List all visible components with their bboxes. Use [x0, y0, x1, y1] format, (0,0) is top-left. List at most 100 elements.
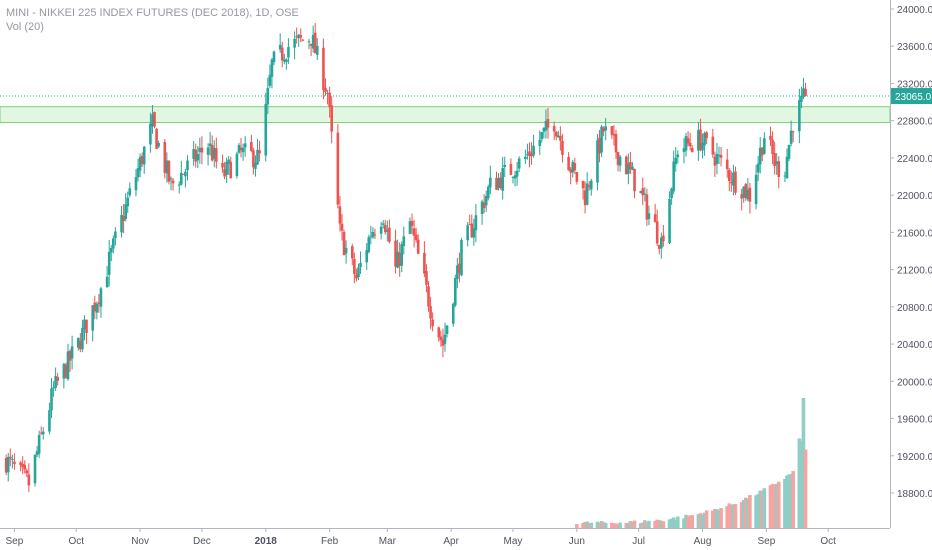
- candle-body: [775, 161, 778, 165]
- candle-body: [313, 32, 317, 54]
- volume-bar: [684, 514, 688, 528]
- candle-body: [13, 461, 16, 465]
- candle: [54, 367, 57, 391]
- candle: [200, 136, 204, 165]
- candle-body: [66, 351, 70, 380]
- candle: [365, 243, 369, 271]
- candle: [443, 322, 447, 352]
- volume-bar: [690, 515, 695, 528]
- candle: [336, 124, 340, 209]
- candle: [470, 214, 474, 239]
- candle-body: [614, 133, 618, 153]
- candle: [278, 33, 282, 53]
- volume-bar: [653, 520, 657, 528]
- candle-body: [530, 153, 533, 157]
- candle-body: [241, 147, 245, 153]
- candle-body: [83, 319, 86, 330]
- candle-body: [342, 232, 346, 256]
- candle-body: [70, 346, 74, 359]
- candle-body: [186, 160, 189, 171]
- resistance-zone: [0, 106, 891, 124]
- candle-body: [748, 187, 752, 202]
- candle-body: [585, 183, 589, 205]
- candle: [400, 241, 404, 273]
- candle: [569, 167, 572, 185]
- candle-body: [787, 144, 791, 159]
- candle: [802, 77, 805, 99]
- candle: [431, 312, 434, 332]
- candle: [703, 131, 706, 156]
- candle: [27, 463, 31, 493]
- candle-body: [227, 159, 230, 164]
- candle: [647, 205, 651, 226]
- candle-body: [744, 184, 748, 199]
- volume-bar: [768, 485, 773, 528]
- volume-bar: [575, 524, 579, 528]
- volume-bar: [626, 522, 631, 528]
- candle-body: [258, 150, 261, 154]
- candle: [367, 234, 371, 254]
- volume-bar: [589, 522, 594, 528]
- candle-body: [785, 156, 789, 179]
- candle: [105, 266, 109, 288]
- y-tick-label: 20000.0: [897, 377, 932, 388]
- candle-body: [460, 240, 463, 276]
- volume-bars: [575, 398, 808, 528]
- candle-body: [429, 306, 432, 319]
- volume-bar: [741, 499, 746, 528]
- candle-body: [225, 161, 228, 175]
- candle: [643, 186, 647, 202]
- volume-bar: [647, 520, 651, 528]
- candle-body: [285, 59, 288, 63]
- candle-body: [655, 221, 659, 244]
- candle: [744, 182, 748, 201]
- candle-body: [713, 156, 717, 166]
- candle-body: [480, 201, 484, 215]
- candle-body: [439, 336, 443, 341]
- candle: [587, 180, 591, 191]
- candle: [163, 139, 167, 179]
- candle: [140, 152, 144, 167]
- candle: [186, 155, 189, 181]
- last-price-badge: [891, 88, 932, 105]
- volume-bar: [698, 513, 703, 528]
- candle: [227, 155, 230, 176]
- candle-body: [27, 474, 31, 486]
- candle-body: [379, 226, 383, 234]
- candle: [653, 203, 657, 223]
- candle: [460, 237, 463, 276]
- volume-bar: [760, 490, 765, 528]
- candle-body: [725, 159, 729, 170]
- volume-bar: [704, 510, 709, 528]
- candle: [344, 240, 348, 264]
- candle: [52, 381, 55, 397]
- candle-body: [596, 140, 599, 183]
- candle: [662, 225, 665, 247]
- candle: [725, 148, 729, 178]
- candle-body: [64, 364, 68, 378]
- candle-body: [107, 251, 111, 275]
- candle-body: [653, 214, 657, 223]
- candle: [581, 180, 585, 200]
- volume-bar: [655, 519, 659, 528]
- candle: [23, 460, 27, 474]
- candle-body: [206, 147, 210, 155]
- candle-body: [763, 138, 766, 155]
- candle: [56, 372, 59, 386]
- volume-bar: [614, 523, 618, 528]
- candle-body: [6, 456, 10, 473]
- candle: [252, 147, 255, 175]
- candle-body: [182, 173, 185, 175]
- candle: [338, 196, 342, 232]
- candle-body: [732, 172, 735, 186]
- candle-body: [278, 44, 282, 50]
- last-price-line: 23065.0: [0, 88, 932, 105]
- candle: [458, 252, 461, 283]
- candle-body: [324, 88, 327, 92]
- candle: [97, 294, 101, 313]
- candle-body: [307, 41, 311, 43]
- volume-indicator-label[interactable]: Vol (20): [6, 21, 44, 33]
- volume-bar: [585, 521, 589, 528]
- candle: [554, 130, 558, 141]
